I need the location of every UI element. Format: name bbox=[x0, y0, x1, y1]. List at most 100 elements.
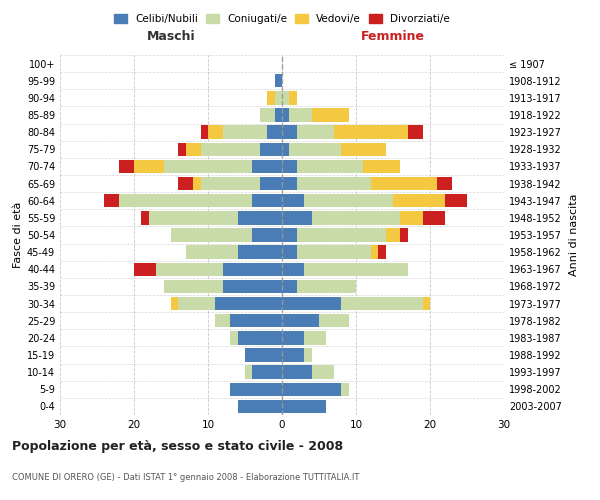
Bar bbox=[282, 194, 304, 207]
Bar bbox=[260, 108, 275, 122]
Bar bbox=[238, 331, 282, 344]
Bar bbox=[119, 160, 134, 173]
Bar bbox=[422, 211, 445, 224]
Bar bbox=[282, 126, 297, 139]
Bar bbox=[171, 228, 253, 241]
Bar bbox=[297, 126, 334, 139]
Bar bbox=[408, 126, 422, 139]
Bar bbox=[304, 194, 393, 207]
Bar bbox=[334, 126, 408, 139]
Bar bbox=[378, 246, 386, 259]
Bar bbox=[230, 314, 282, 328]
Bar bbox=[282, 297, 341, 310]
Bar bbox=[178, 142, 186, 156]
Bar bbox=[282, 228, 297, 241]
Bar bbox=[282, 108, 289, 122]
Bar bbox=[304, 348, 311, 362]
Bar bbox=[253, 160, 282, 173]
Bar bbox=[371, 177, 437, 190]
Bar bbox=[364, 160, 400, 173]
Bar bbox=[297, 160, 364, 173]
Bar bbox=[445, 194, 467, 207]
Bar bbox=[208, 126, 223, 139]
Bar bbox=[282, 142, 289, 156]
Text: Maschi: Maschi bbox=[146, 30, 196, 43]
Bar bbox=[341, 142, 386, 156]
Bar bbox=[282, 400, 326, 413]
Bar bbox=[275, 74, 282, 88]
Bar bbox=[319, 314, 349, 328]
Bar bbox=[253, 228, 282, 241]
Bar bbox=[260, 142, 282, 156]
Bar bbox=[282, 366, 311, 379]
Bar bbox=[238, 400, 282, 413]
Bar bbox=[282, 382, 341, 396]
Bar bbox=[304, 331, 326, 344]
Bar bbox=[223, 126, 267, 139]
Bar bbox=[193, 177, 200, 190]
Bar bbox=[245, 366, 253, 379]
Bar bbox=[386, 228, 400, 241]
Bar bbox=[422, 297, 430, 310]
Bar bbox=[297, 177, 371, 190]
Bar bbox=[275, 91, 282, 104]
Text: Femmine: Femmine bbox=[361, 30, 425, 43]
Bar bbox=[238, 246, 282, 259]
Bar bbox=[253, 366, 282, 379]
Bar bbox=[156, 262, 223, 276]
Bar bbox=[230, 382, 282, 396]
Bar bbox=[304, 262, 408, 276]
Bar bbox=[134, 262, 156, 276]
Bar bbox=[230, 331, 238, 344]
Bar bbox=[267, 91, 275, 104]
Bar bbox=[282, 262, 304, 276]
Bar bbox=[289, 91, 297, 104]
Bar bbox=[400, 228, 408, 241]
Bar bbox=[341, 382, 349, 396]
Bar bbox=[142, 211, 149, 224]
Bar bbox=[282, 331, 304, 344]
Bar bbox=[223, 280, 282, 293]
Legend: Celibi/Nubili, Coniugati/e, Vedovi/e, Divorziati/e: Celibi/Nubili, Coniugati/e, Vedovi/e, Di… bbox=[110, 10, 454, 29]
Bar bbox=[215, 314, 230, 328]
Y-axis label: Anni di nascita: Anni di nascita bbox=[569, 194, 578, 276]
Bar bbox=[178, 177, 193, 190]
Bar bbox=[282, 211, 311, 224]
Bar bbox=[297, 228, 386, 241]
Text: COMUNE DI ORERO (GE) - Dati ISTAT 1° gennaio 2008 - Elaborazione TUTTITALIA.IT: COMUNE DI ORERO (GE) - Dati ISTAT 1° gen… bbox=[12, 473, 359, 482]
Bar bbox=[200, 177, 260, 190]
Bar bbox=[282, 177, 297, 190]
Bar bbox=[275, 108, 282, 122]
Bar bbox=[282, 246, 297, 259]
Bar bbox=[289, 108, 311, 122]
Bar bbox=[200, 142, 260, 156]
Bar bbox=[341, 297, 422, 310]
Text: Popolazione per età, sesso e stato civile - 2008: Popolazione per età, sesso e stato civil… bbox=[12, 440, 343, 453]
Bar bbox=[282, 280, 297, 293]
Bar bbox=[267, 126, 282, 139]
Bar bbox=[311, 366, 334, 379]
Bar bbox=[223, 262, 282, 276]
Bar bbox=[245, 348, 282, 362]
Bar bbox=[282, 348, 304, 362]
Bar bbox=[289, 142, 341, 156]
Bar bbox=[186, 142, 200, 156]
Bar bbox=[400, 211, 422, 224]
Bar bbox=[282, 91, 289, 104]
Bar bbox=[253, 194, 282, 207]
Bar bbox=[186, 246, 238, 259]
Bar bbox=[119, 194, 253, 207]
Bar bbox=[104, 194, 119, 207]
Bar bbox=[149, 211, 238, 224]
Y-axis label: Fasce di età: Fasce di età bbox=[13, 202, 23, 268]
Bar bbox=[164, 160, 253, 173]
Bar bbox=[371, 246, 378, 259]
Bar bbox=[437, 177, 452, 190]
Bar bbox=[134, 160, 164, 173]
Bar bbox=[393, 194, 445, 207]
Bar bbox=[200, 126, 208, 139]
Bar bbox=[215, 297, 282, 310]
Bar bbox=[311, 211, 400, 224]
Bar bbox=[164, 280, 223, 293]
Bar bbox=[260, 177, 282, 190]
